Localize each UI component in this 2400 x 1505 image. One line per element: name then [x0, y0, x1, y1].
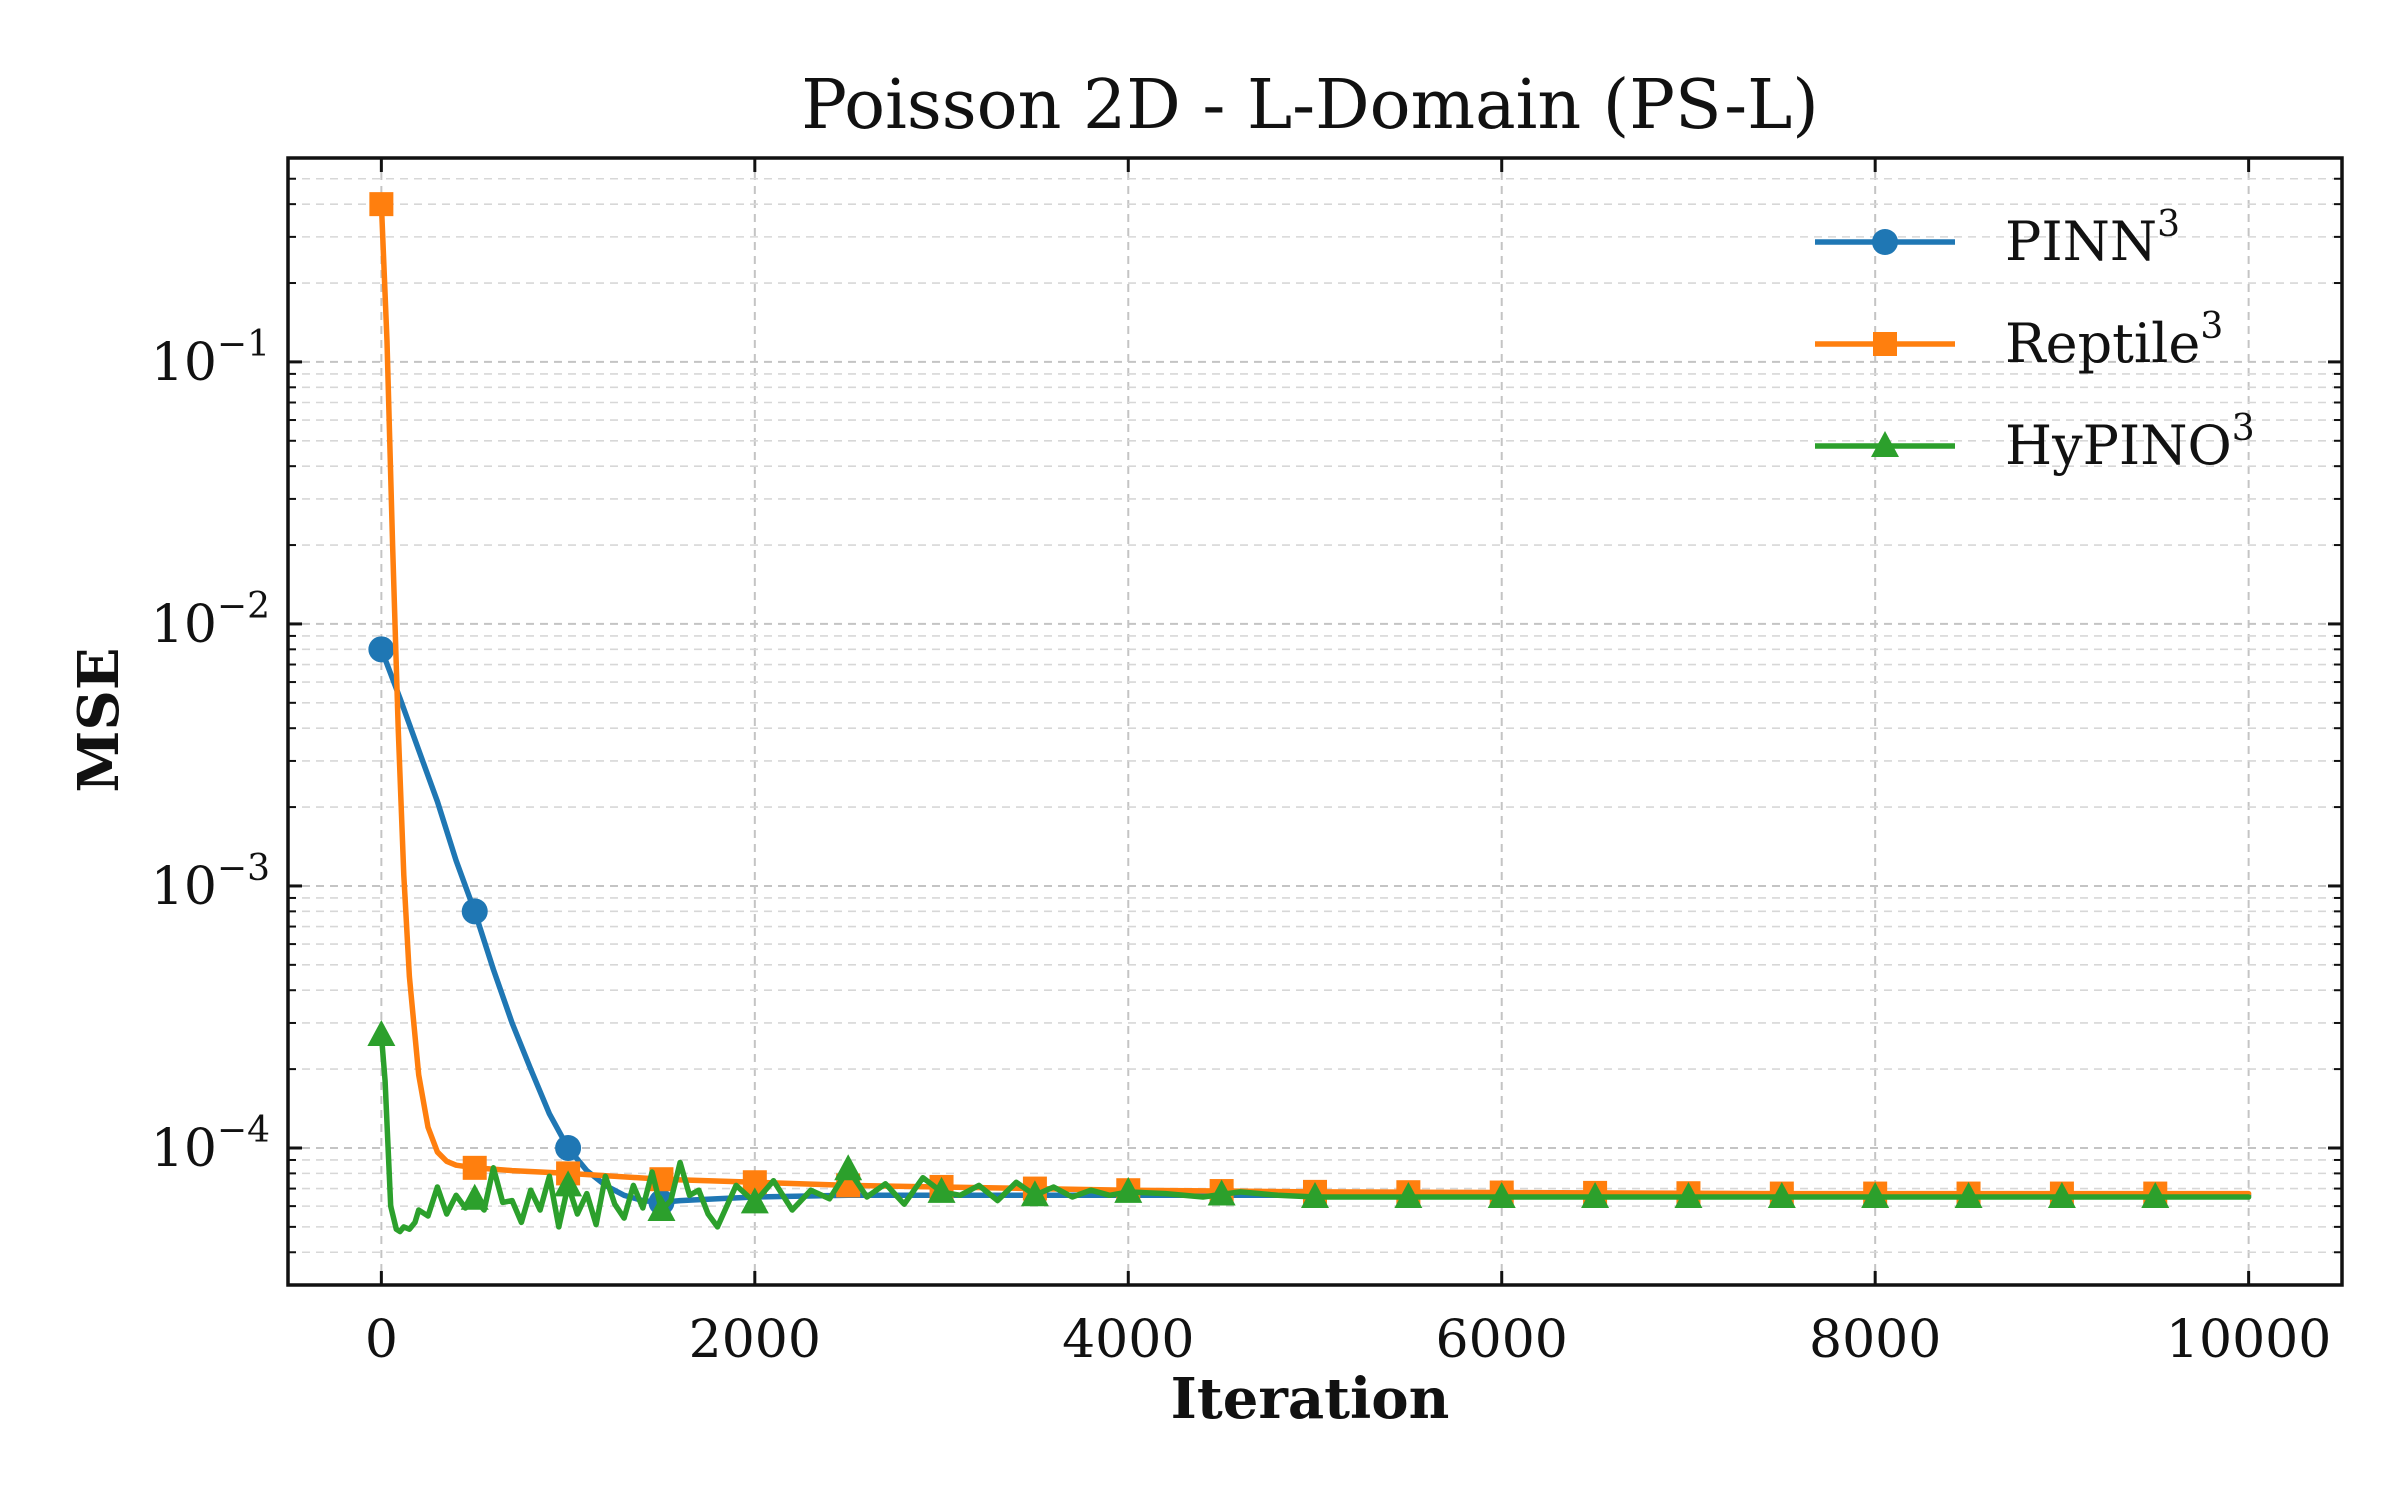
data-point-hypino: [1394, 1182, 1423, 1209]
x-tick-label: 8000: [1809, 1310, 1941, 1370]
legend-item-reptile: Reptile3: [1815, 306, 2223, 375]
legend-item-pinn: PINN3: [1815, 204, 2180, 273]
plot-frame: [286, 156, 2344, 1287]
x-axis-label: Iteration: [1171, 1366, 1450, 1432]
x-tick-label: 6000: [1436, 1310, 1568, 1370]
legend-label: PINN3: [2005, 204, 2180, 273]
data-point-pinn: [555, 1134, 582, 1161]
legend-label: Reptile3: [2005, 306, 2223, 375]
data-point-reptile: [462, 1155, 487, 1180]
data-point-pinn: [368, 636, 395, 663]
data-point-hypino: [554, 1170, 583, 1197]
y-tick-label: 10−3: [151, 848, 270, 917]
data-point-hypino: [2047, 1182, 2076, 1209]
data-point-hypino: [647, 1194, 676, 1221]
data-point-hypino: [1487, 1182, 1516, 1209]
legend-label: HyPINO3: [2005, 408, 2255, 477]
y-tick-label: 10−1: [151, 324, 270, 393]
data-point-hypino: [1767, 1182, 1796, 1209]
data-point-hypino: [1954, 1182, 1983, 1209]
legend: PINN3 Reptile3 HyPINO3: [1815, 204, 2255, 477]
data-point-hypino: [367, 1019, 396, 1046]
data-point-reptile: [369, 192, 394, 217]
data-point-hypino: [1301, 1182, 1329, 1209]
legend-marker: [1872, 229, 1898, 255]
data-point-hypino: [834, 1154, 863, 1181]
data-point-hypino: [1674, 1182, 1703, 1209]
data-point-hypino: [1581, 1182, 1610, 1209]
data-point-hypino: [460, 1183, 489, 1210]
chart-title: Poisson 2D - L-Domain (PS-L): [801, 66, 1819, 145]
series-line-reptile: [378, 201, 2252, 1197]
series-hypino: [367, 1019, 2252, 1235]
data-point-hypino: [1114, 1176, 1143, 1203]
ticks-layer: 0 2000 4000 6000 8000 10000 10−4 10−3 10−2 10−1: [151, 158, 2342, 1370]
data-point-hypino: [740, 1187, 769, 1214]
y-tick-label: 10−4: [151, 1110, 270, 1179]
x-tick-label: 4000: [1062, 1310, 1194, 1370]
legend-marker: [1871, 431, 1899, 457]
data-point-pinn: [461, 898, 488, 925]
y-axis-label: MSE: [66, 647, 132, 792]
legend-item-hypino: HyPINO3: [1815, 408, 2255, 477]
data-point-hypino: [1861, 1182, 1890, 1209]
data-point-hypino: [927, 1176, 956, 1203]
data-point-hypino: [1207, 1179, 1236, 1206]
x-tick-label: 0: [365, 1310, 398, 1370]
data-point-hypino: [1020, 1180, 1049, 1207]
x-tick-label: 2000: [689, 1310, 821, 1370]
legend-marker: [1873, 332, 1897, 356]
data-point-hypino: [2141, 1182, 2170, 1209]
x-tick-label: 10000: [2166, 1310, 2331, 1370]
y-tick-label: 10−2: [151, 586, 270, 655]
series-layer: [367, 192, 2252, 1235]
